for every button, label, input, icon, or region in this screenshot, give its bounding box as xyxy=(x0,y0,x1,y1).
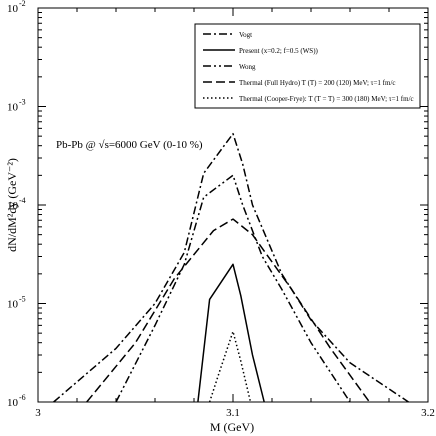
y-axis-label: dN/dM²dy (GeV⁻²) xyxy=(5,158,19,252)
y-tick-label-exponent: -6 xyxy=(19,393,26,402)
y-tick-label-exponent: -5 xyxy=(19,295,26,304)
legend-box xyxy=(194,23,421,109)
x-tick-label: 3 xyxy=(35,407,41,419)
x-tick-label: 3.2 xyxy=(421,407,435,419)
legend-label: Wong xyxy=(239,63,256,71)
y-tick-label: 10 xyxy=(7,3,19,15)
y-tick-label: 10 xyxy=(7,102,19,114)
legend-label: Thermal (Cooper-Frye): T (T = T) = 300 (… xyxy=(239,95,414,103)
y-tick-label: 10 xyxy=(7,397,19,409)
legend: Vogt Present (x=0.2; f=0.5 (WS)) Wong Therm… xyxy=(194,23,421,109)
x-tick-label: 3.1 xyxy=(226,407,240,419)
legend-label: Present (x=0.2; f=0.5 (WS)) xyxy=(239,47,319,55)
series-line-5 xyxy=(208,330,252,403)
x-axis-label: M (GeV) xyxy=(210,420,254,434)
axis-ticks xyxy=(37,7,429,403)
y-tick-label-exponent: -3 xyxy=(19,98,26,107)
series-line-1 xyxy=(53,132,409,403)
series-line-2 xyxy=(197,263,265,403)
legend-label: Vogt xyxy=(239,31,252,39)
y-tick-label: 10 xyxy=(7,200,19,212)
legend-label: Thermal (Full Hydro) T (T) = 200 (120) M… xyxy=(239,79,396,87)
series-line-4 xyxy=(86,218,371,403)
tick-labels: 3 3.1 3.210-610-510-410-310-2 xyxy=(7,0,435,419)
y-tick-label: 10 xyxy=(7,299,19,311)
y-tick-label-exponent: -4 xyxy=(19,196,26,205)
series-line-3 xyxy=(115,174,351,403)
chart-annotation: Pb-Pb @ √s=6000 GeV (0-10 %) xyxy=(56,139,203,151)
series-layer xyxy=(53,132,409,403)
y-tick-label-exponent: -2 xyxy=(19,0,26,8)
